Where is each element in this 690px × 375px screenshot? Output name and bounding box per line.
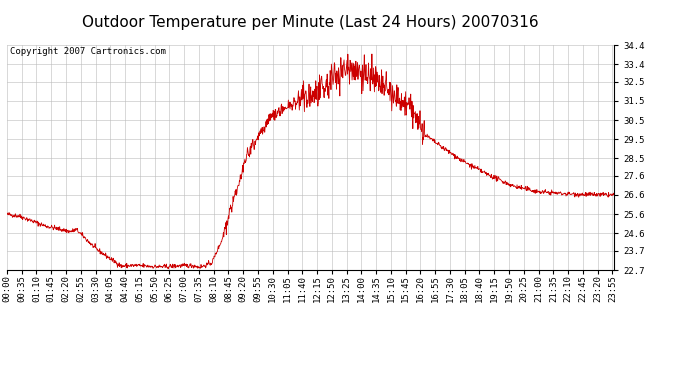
Text: Outdoor Temperature per Minute (Last 24 Hours) 20070316: Outdoor Temperature per Minute (Last 24 …: [82, 15, 539, 30]
Text: Copyright 2007 Cartronics.com: Copyright 2007 Cartronics.com: [10, 47, 166, 56]
